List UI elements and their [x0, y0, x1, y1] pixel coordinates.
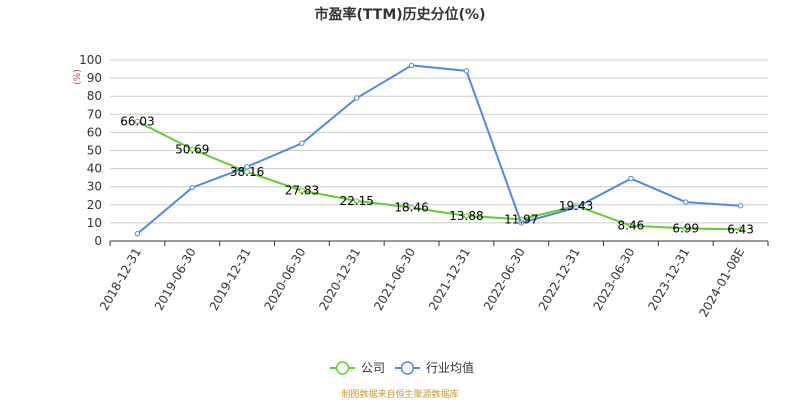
x-tick-label: 2023-12-31 — [645, 246, 692, 313]
x-tick-label: 2020-06-30 — [262, 246, 309, 313]
industry-data-point — [463, 68, 470, 74]
y-tick-label: 80 — [87, 89, 102, 103]
industry-series-line — [136, 64, 741, 235]
industry-data-point — [408, 62, 415, 69]
company-data-point — [299, 187, 305, 194]
industry-data-point — [189, 184, 195, 191]
company-data-point — [463, 213, 470, 219]
industry-data-point — [518, 220, 524, 226]
company-data-label: 13.88 — [449, 209, 483, 223]
industry-data-point — [737, 203, 744, 209]
legend-label-0: 公司 — [361, 361, 385, 375]
industry-data-point — [683, 199, 689, 205]
company-data-point — [134, 118, 141, 125]
company-data-label: 38.16 — [230, 165, 264, 179]
x-tick-label: 2019-06-30 — [152, 246, 199, 313]
y-tick-label: 60 — [87, 125, 102, 139]
x-tick-label: 2021-06-30 — [371, 246, 418, 313]
y-tick-label: 40 — [87, 162, 102, 176]
y-tick-label: 90 — [87, 71, 102, 85]
company-data-label: 18.46 — [394, 201, 428, 215]
company-data-label: 66.03 — [120, 114, 154, 128]
legend-marker-1 — [400, 361, 415, 375]
x-tick-label: 2021-12-31 — [426, 245, 473, 312]
y-tick-label: 30 — [87, 180, 102, 194]
industry-data-point — [134, 231, 141, 237]
x-tick-label: 2022-12-31 — [536, 246, 583, 313]
x-tick-label: 2020-12-31 — [316, 246, 363, 313]
company-data-point — [628, 222, 634, 229]
x-tick-label: 2023-06-30 — [591, 246, 638, 313]
industry-data-point — [628, 175, 634, 182]
company-data-label: 19.43 — [559, 199, 593, 213]
source-note: 制图数据来自恒生聚源数据库 — [341, 390, 459, 400]
company-data-label: 27.83 — [285, 184, 319, 198]
x-tick-label: 2024-01-08E — [696, 246, 747, 320]
y-tick-label: 100 — [79, 53, 102, 67]
company-data-point — [408, 204, 415, 211]
company-data-label: 22.15 — [340, 194, 374, 208]
x-tick-label: 2022-06-30 — [481, 246, 528, 313]
y-tick-label: 70 — [87, 107, 102, 121]
chart-title: 市盈率(TTM)历史分位(%) — [314, 7, 486, 23]
company-data-point — [354, 198, 360, 204]
y-tick-label: 0 — [94, 234, 102, 248]
company-data-label: 6.43 — [727, 222, 754, 236]
y-axis-unit: (%) — [73, 69, 83, 85]
x-tick-label: 2018-12-31 — [97, 246, 144, 313]
industry-data-point — [244, 164, 250, 170]
y-tick-label: 10 — [87, 216, 102, 230]
industry-data-point — [354, 95, 360, 101]
company-data-label: 50.69 — [175, 142, 209, 156]
legend-label-1: 行业均值 — [426, 360, 474, 375]
legend-marker-0 — [335, 361, 350, 375]
industry-data-point — [573, 204, 579, 211]
y-tick-label: 50 — [87, 144, 102, 158]
industry-data-point — [299, 140, 305, 146]
company-series-line — [136, 120, 741, 231]
company-data-label: 6.99 — [672, 221, 699, 235]
company-data-point — [737, 226, 744, 233]
company-data-label: 8.46 — [618, 219, 645, 233]
company-data-point — [189, 146, 195, 152]
y-tick-label: 20 — [87, 198, 102, 212]
company-data-label: 11.97 — [504, 212, 538, 226]
x-tick-label: 2019-12-31 — [207, 245, 254, 312]
company-data-point — [683, 225, 689, 232]
company-data-point — [244, 169, 250, 175]
